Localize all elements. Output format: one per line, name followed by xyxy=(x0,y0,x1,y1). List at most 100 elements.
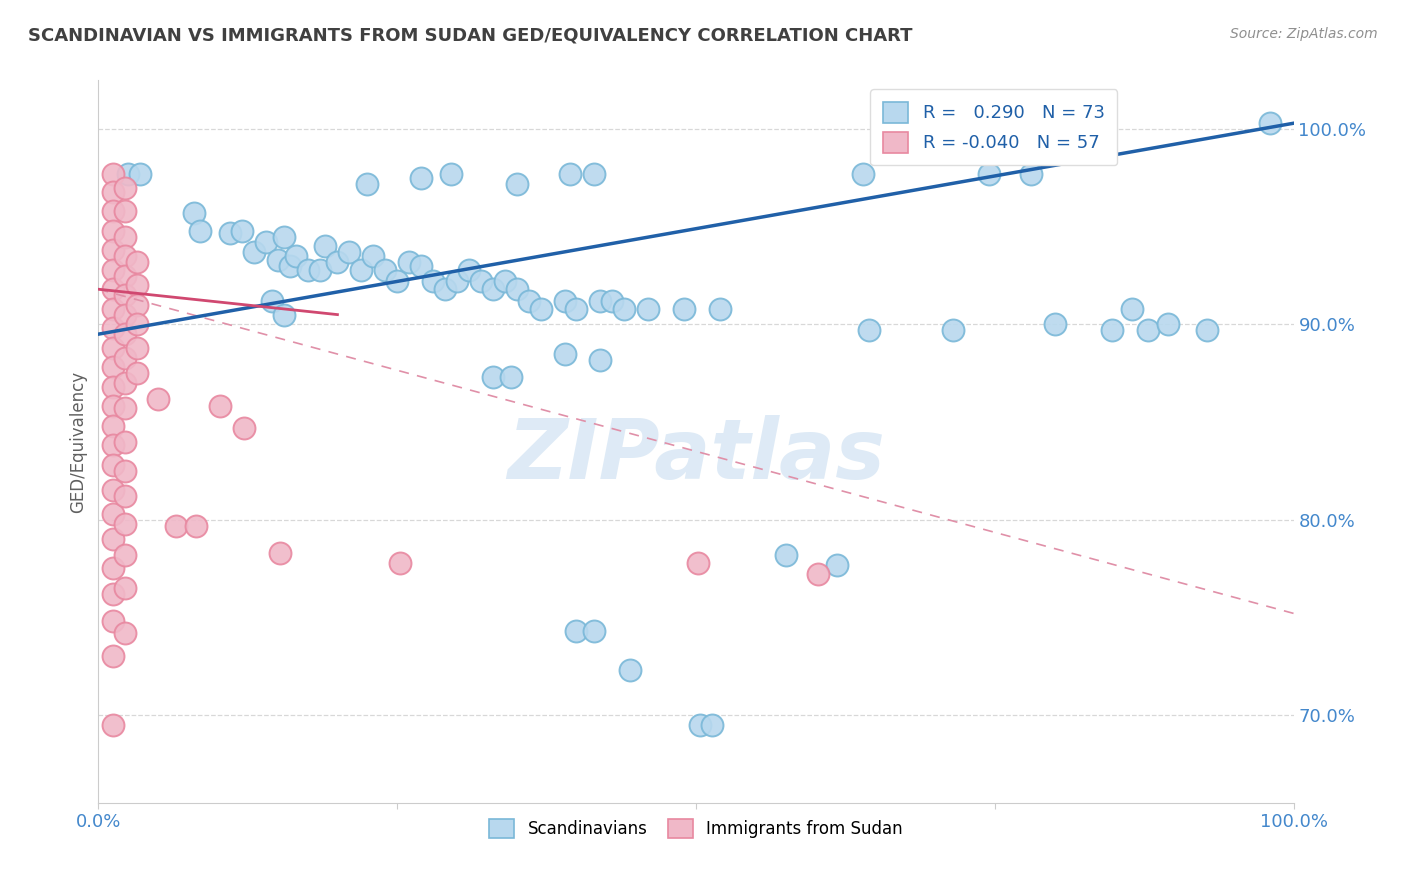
Text: ZIPatlas: ZIPatlas xyxy=(508,416,884,497)
Point xyxy=(101,185,124,199)
Point xyxy=(114,268,136,283)
Point xyxy=(689,717,711,731)
Point xyxy=(114,180,136,194)
Point xyxy=(589,352,612,367)
Point xyxy=(125,298,148,312)
Point xyxy=(114,204,136,219)
Point xyxy=(775,548,797,562)
Point xyxy=(440,167,463,181)
Point xyxy=(101,458,124,472)
Point xyxy=(673,301,696,316)
Point xyxy=(114,288,136,302)
Point xyxy=(254,235,277,250)
Point xyxy=(114,464,136,478)
Point xyxy=(273,229,295,244)
Point xyxy=(269,546,291,560)
Point xyxy=(125,341,148,355)
Point xyxy=(101,561,124,575)
Point xyxy=(284,249,307,263)
Point xyxy=(125,278,148,293)
Point xyxy=(388,556,411,570)
Point xyxy=(315,239,337,253)
Y-axis label: GED/Equivalency: GED/Equivalency xyxy=(69,370,87,513)
Point xyxy=(942,323,965,337)
Point xyxy=(825,558,848,572)
Point xyxy=(209,400,232,414)
Point xyxy=(517,293,540,308)
Point xyxy=(260,293,283,308)
Point xyxy=(101,649,124,664)
Point xyxy=(385,274,409,288)
Point xyxy=(114,327,136,342)
Point xyxy=(117,167,139,181)
Point xyxy=(101,587,124,601)
Point xyxy=(114,376,136,390)
Point xyxy=(356,177,378,191)
Point xyxy=(101,483,124,498)
Point xyxy=(807,567,830,582)
Point xyxy=(101,282,124,296)
Point xyxy=(165,518,187,533)
Point xyxy=(101,418,124,433)
Point xyxy=(129,167,152,181)
Point xyxy=(233,421,256,435)
Point xyxy=(554,346,576,360)
Point xyxy=(297,262,319,277)
Point xyxy=(374,262,396,277)
Point xyxy=(619,663,641,677)
Point xyxy=(188,224,211,238)
Point xyxy=(125,366,148,380)
Point xyxy=(125,318,148,332)
Text: Source: ZipAtlas.com: Source: ZipAtlas.com xyxy=(1230,27,1378,41)
Point xyxy=(481,370,505,384)
Point xyxy=(688,556,710,570)
Point xyxy=(101,224,124,238)
Point xyxy=(446,274,468,288)
Point xyxy=(506,177,529,191)
Point xyxy=(273,308,295,322)
Point xyxy=(1043,318,1066,332)
Point xyxy=(101,532,124,546)
Point xyxy=(1197,323,1219,337)
Point xyxy=(363,249,385,263)
Point xyxy=(114,581,136,595)
Point xyxy=(613,301,636,316)
Point xyxy=(560,167,582,181)
Point xyxy=(458,262,481,277)
Point xyxy=(499,370,522,384)
Point xyxy=(1101,323,1123,337)
Point xyxy=(602,293,624,308)
Point xyxy=(977,167,1000,181)
Legend: Scandinavians, Immigrants from Sudan: Scandinavians, Immigrants from Sudan xyxy=(482,813,910,845)
Point xyxy=(101,167,124,181)
Point xyxy=(1258,116,1281,130)
Point xyxy=(101,243,124,257)
Point xyxy=(637,301,659,316)
Point xyxy=(114,308,136,322)
Point xyxy=(114,401,136,416)
Point xyxy=(243,245,266,260)
Point xyxy=(339,245,361,260)
Point xyxy=(101,507,124,521)
Point xyxy=(554,293,576,308)
Point xyxy=(114,434,136,449)
Point xyxy=(114,516,136,531)
Point xyxy=(101,262,124,277)
Point xyxy=(308,262,330,277)
Point xyxy=(125,255,148,269)
Point xyxy=(326,255,349,269)
Point xyxy=(411,259,433,273)
Point xyxy=(589,293,612,308)
Point xyxy=(101,321,124,335)
Point xyxy=(114,229,136,244)
Point xyxy=(114,626,136,640)
Point xyxy=(278,259,301,273)
Point xyxy=(101,204,124,219)
Point xyxy=(219,226,242,240)
Point xyxy=(101,614,124,628)
Point xyxy=(101,301,124,316)
Point xyxy=(709,301,731,316)
Point xyxy=(470,274,492,288)
Point xyxy=(183,206,205,220)
Point xyxy=(398,255,420,269)
